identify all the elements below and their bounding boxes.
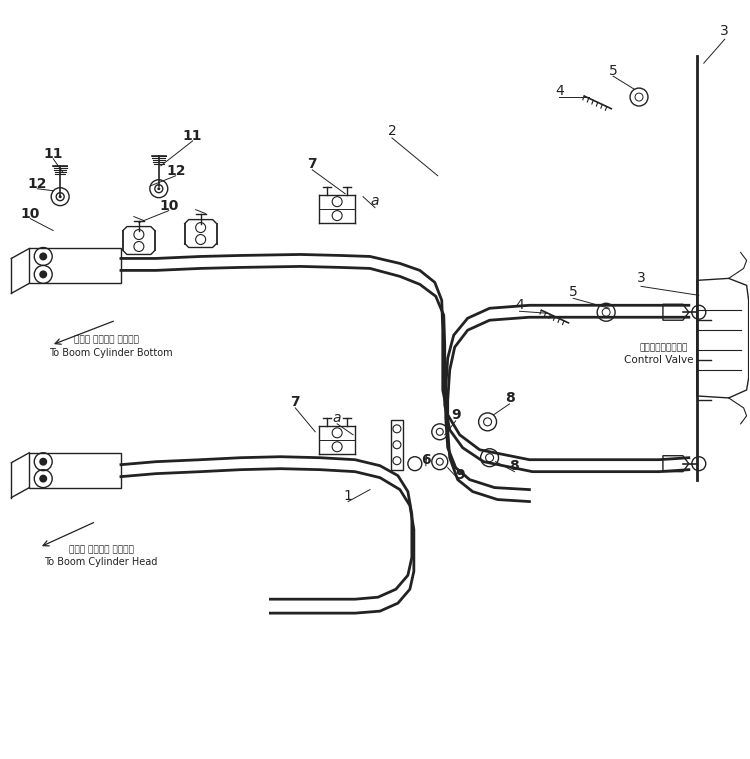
Text: 3: 3 [720, 24, 729, 38]
Text: 5: 5 [609, 65, 617, 78]
Text: ブーム シリンダ ボトムへ: ブーム シリンダ ボトムへ [74, 335, 139, 345]
Text: 9: 9 [454, 468, 464, 482]
Text: 2: 2 [388, 124, 396, 138]
Text: 12: 12 [28, 177, 47, 191]
Text: Control Valve: Control Valve [624, 355, 694, 365]
Text: 8: 8 [509, 458, 519, 473]
Text: 12: 12 [166, 164, 185, 178]
Text: 9: 9 [451, 408, 460, 422]
Text: 7: 7 [290, 395, 300, 409]
Text: 10: 10 [159, 199, 178, 213]
Circle shape [39, 253, 47, 260]
Text: To Boom Cylinder Head: To Boom Cylinder Head [44, 557, 158, 567]
Circle shape [39, 270, 47, 279]
Circle shape [58, 195, 62, 198]
Circle shape [39, 458, 47, 466]
Circle shape [39, 474, 47, 483]
Text: ブーム シリンダ ヘッドへ: ブーム シリンダ ヘッドへ [68, 545, 134, 554]
Text: To Boom Cylinder Bottom: To Boom Cylinder Bottom [50, 348, 172, 358]
Text: a: a [370, 194, 380, 208]
Text: 4: 4 [555, 84, 564, 98]
Text: コントロールバルブ: コントロールバルブ [640, 344, 688, 353]
Text: 6: 6 [421, 452, 430, 467]
Text: 3: 3 [637, 272, 646, 285]
Text: 8: 8 [505, 391, 515, 405]
Text: 10: 10 [20, 206, 40, 221]
Text: a: a [333, 411, 341, 425]
Text: 11: 11 [44, 146, 63, 161]
Circle shape [158, 187, 160, 191]
Text: 5: 5 [569, 285, 578, 299]
Text: 7: 7 [308, 157, 317, 171]
Text: 4: 4 [515, 298, 523, 312]
Text: 1: 1 [344, 489, 352, 502]
Text: 11: 11 [183, 129, 203, 143]
